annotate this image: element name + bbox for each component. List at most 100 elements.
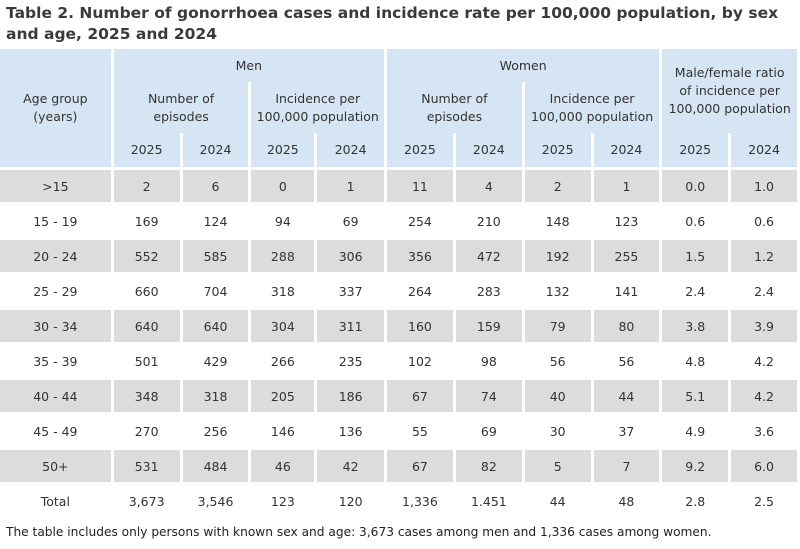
gonorrhoea-table: Age group (years) Men Women Male/female … (0, 49, 800, 517)
year-header: 2024 (455, 133, 522, 167)
table-cell: 704 (182, 275, 249, 307)
table-row: 20 - 24 552 585 288 306 356 472 192 255 1.5 1.2 (0, 240, 797, 272)
table-cell: 169 (113, 205, 180, 237)
table-body: >15 2 6 0 1 11 4 2 1 0.0 1.0 15 - 19 169 124 94 69 254 21… (0, 167, 797, 517)
table-row: 30 - 34 640 640 304 311 160 159 79 80 3.8 3.9 (0, 310, 797, 342)
table-cell: 42 (317, 450, 384, 482)
table-cell: 640 (113, 310, 180, 342)
table-cell: 484 (182, 450, 249, 482)
table-cell: 1.2 (731, 240, 797, 272)
table-cell: 141 (593, 275, 660, 307)
table-cell: 11 (387, 170, 453, 202)
footnote: The table includes only persons with kno… (6, 525, 712, 539)
table-cell: 46 (251, 450, 315, 482)
table-cell: 55 (387, 415, 453, 447)
table-cell: 44 (593, 380, 660, 412)
women-header: Women (387, 49, 660, 82)
table-cell: 318 (251, 275, 315, 307)
table-cell: 40 (524, 380, 591, 412)
age-group-cell: 40 - 44 (0, 380, 111, 412)
table-cell: 501 (113, 345, 180, 377)
table-cell: 186 (317, 380, 384, 412)
table-cell: 7 (593, 450, 660, 482)
table-cell: 67 (387, 380, 453, 412)
year-header: 2024 (317, 133, 384, 167)
table-cell: 660 (113, 275, 180, 307)
age-group-cell: 30 - 34 (0, 310, 111, 342)
table-cell: 235 (317, 345, 384, 377)
table-cell: 306 (317, 240, 384, 272)
table-cell: 4 (455, 170, 522, 202)
table-cell: 472 (455, 240, 522, 272)
table-cell: 2.4 (731, 275, 797, 307)
table-cell: 254 (387, 205, 453, 237)
men-header: Men (113, 49, 384, 82)
table-cell: 44 (524, 485, 591, 517)
table-cell: 0 (251, 170, 315, 202)
table-cell: 79 (524, 310, 591, 342)
table-cell: 1.0 (731, 170, 797, 202)
year-header: 2024 (182, 133, 249, 167)
table-cell: 94 (251, 205, 315, 237)
table-cell: 132 (524, 275, 591, 307)
table-cell: 123 (251, 485, 315, 517)
table-cell: 159 (455, 310, 522, 342)
table-cell: 6 (182, 170, 249, 202)
table-cell: 0.0 (662, 170, 729, 202)
table-row: >15 2 6 0 1 11 4 2 1 0.0 1.0 (0, 170, 797, 202)
table-cell: 30 (524, 415, 591, 447)
table-cell: 192 (524, 240, 591, 272)
age-group-cell: Total (0, 485, 111, 517)
table-row: 45 - 49 270 256 146 136 55 69 30 37 4.9 3.6 (0, 415, 797, 447)
table-cell: 552 (113, 240, 180, 272)
table-cell: 80 (593, 310, 660, 342)
table-cell: 48 (593, 485, 660, 517)
table-cell: 256 (182, 415, 249, 447)
table-cell: 5 (524, 450, 591, 482)
year-header: 2024 (731, 133, 797, 167)
table-cell: 1 (593, 170, 660, 202)
table-cell: 3,546 (182, 485, 249, 517)
table-cell: 69 (455, 415, 522, 447)
table-cell: 304 (251, 310, 315, 342)
table-cell: 1.5 (662, 240, 729, 272)
table-cell: 3,673 (113, 485, 180, 517)
age-group-cell: 45 - 49 (0, 415, 111, 447)
age-group-header: Age group (years) (0, 49, 111, 167)
table-cell: 2 (524, 170, 591, 202)
table-cell: 0.6 (662, 205, 729, 237)
table-cell: 124 (182, 205, 249, 237)
table-cell: 5.1 (662, 380, 729, 412)
age-group-cell: 50+ (0, 450, 111, 482)
table-cell: 98 (455, 345, 522, 377)
women-episodes-header: Number of episodes (387, 82, 522, 133)
table-cell: 266 (251, 345, 315, 377)
table-cell: 56 (524, 345, 591, 377)
women-incidence-header: Incidence per 100,000 population (524, 82, 660, 133)
table-cell: 311 (317, 310, 384, 342)
table-cell: 160 (387, 310, 453, 342)
table-row: 25 - 29 660 704 318 337 264 283 132 141 2.4 2.4 (0, 275, 797, 307)
table-cell: 3.6 (731, 415, 797, 447)
table-cell: 123 (593, 205, 660, 237)
table-row: Total 3,673 3,546 123 120 1,336 1.451 44 48 2.8 2.… (0, 485, 797, 517)
age-group-cell: 15 - 19 (0, 205, 111, 237)
men-incidence-header: Incidence per 100,000 population (251, 82, 384, 133)
year-header: 2025 (662, 133, 729, 167)
table-cell: 205 (251, 380, 315, 412)
table-title: Table 2. Number of gonorrhoea cases and … (6, 4, 779, 43)
table-cell: 3.9 (731, 310, 797, 342)
table-cell: 67 (387, 450, 453, 482)
table-cell: 640 (182, 310, 249, 342)
age-group-cell: 20 - 24 (0, 240, 111, 272)
table-cell: 148 (524, 205, 591, 237)
table-cell: 74 (455, 380, 522, 412)
table-cell: 69 (317, 205, 384, 237)
table-cell: 283 (455, 275, 522, 307)
table-cell: 2.8 (662, 485, 729, 517)
table-cell: 318 (182, 380, 249, 412)
year-header: 2024 (593, 133, 660, 167)
table-cell: 120 (317, 485, 384, 517)
table-cell: 37 (593, 415, 660, 447)
table-row: 35 - 39 501 429 266 235 102 98 56 56 4.8 4.2 (0, 345, 797, 377)
